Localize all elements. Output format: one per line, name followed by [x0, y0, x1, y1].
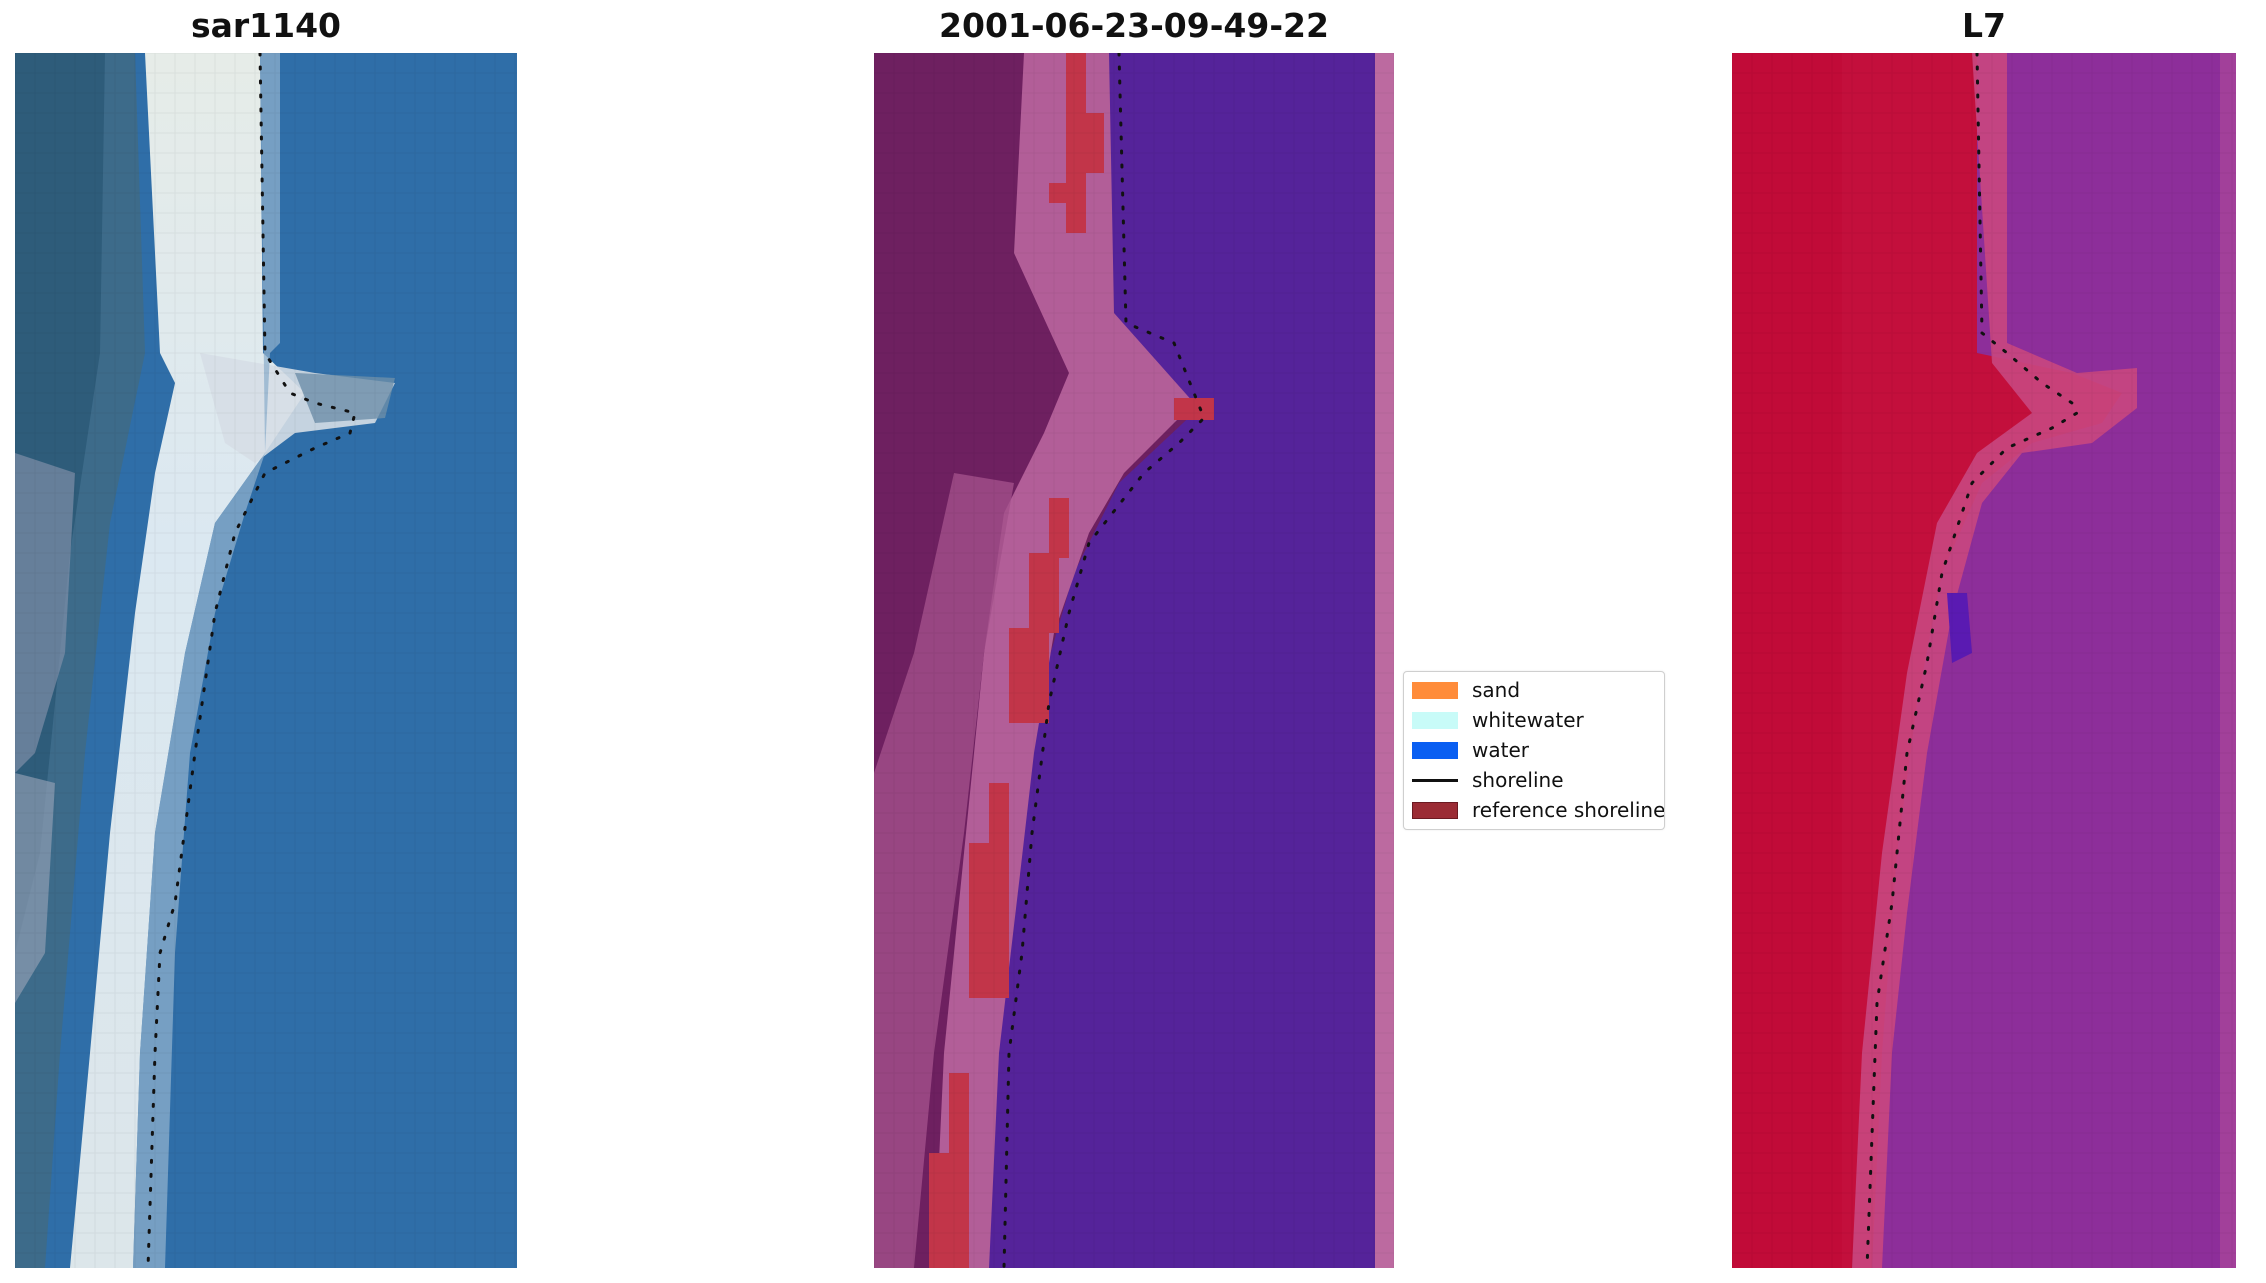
- legend-item-water: water: [1412, 736, 1529, 764]
- shoreline-dotted-rgb: [146, 53, 357, 1268]
- panel-title-rgb: sar1140: [190, 6, 342, 45]
- legend: sand whitewater water shoreline referenc…: [1403, 671, 1665, 830]
- legend-label-reference-buffer: reference shoreline buffer: [1472, 798, 1665, 822]
- legend-label-whitewater: whitewater: [1472, 708, 1584, 732]
- legend-item-sand: sand: [1412, 676, 1520, 704]
- sand-swatch-icon: [1412, 681, 1458, 699]
- shoreline-line-icon: [1412, 778, 1458, 782]
- classification-panel: [874, 53, 1394, 1268]
- shoreline-dotted-ndwi: [1865, 53, 2079, 1268]
- rgb-image-panel: [15, 53, 517, 1268]
- legend-label-shoreline: shoreline: [1472, 768, 1564, 792]
- legend-label-sand: sand: [1472, 678, 1521, 702]
- ndwi-panel: [1732, 53, 2236, 1268]
- legend-label-water: water: [1472, 738, 1529, 762]
- panel-title-classification: 2001-06-23-09-49-22: [939, 6, 1329, 45]
- legend-item-reference-buffer: reference shoreline buffer: [1412, 796, 1665, 824]
- water-swatch-icon: [1412, 741, 1458, 759]
- classification-image: [874, 53, 1394, 1268]
- panel-title-ndwi: L7: [1962, 6, 2006, 45]
- ndwi-image: [1732, 53, 2236, 1268]
- whitewater-swatch-icon: [1412, 711, 1458, 729]
- rgb-image: [15, 53, 517, 1268]
- buffer-swatch-icon: [1412, 801, 1458, 819]
- legend-item-shoreline: shoreline: [1412, 766, 1564, 794]
- legend-item-whitewater: whitewater: [1412, 706, 1584, 734]
